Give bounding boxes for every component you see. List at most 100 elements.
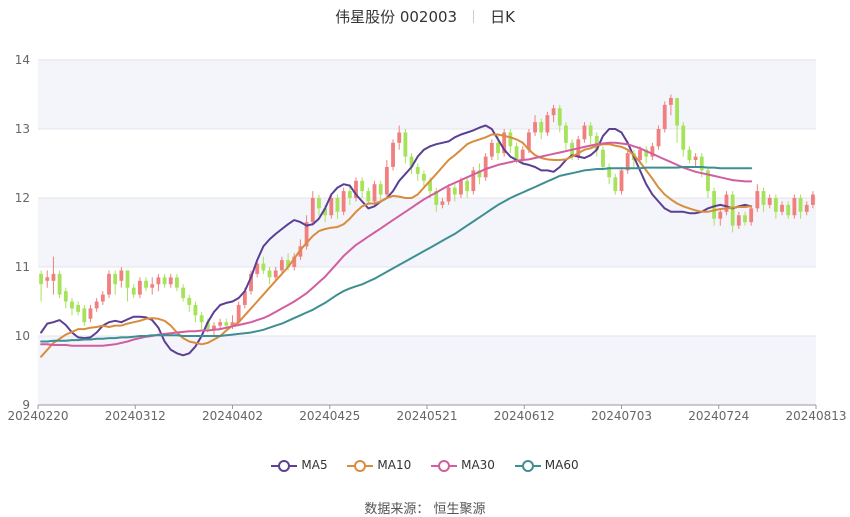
candle-body	[712, 191, 717, 219]
candle	[736, 211, 741, 230]
candle	[471, 166, 476, 195]
candle	[687, 146, 692, 164]
candle-body	[193, 304, 198, 316]
candle-body	[718, 211, 723, 219]
candle	[175, 273, 179, 292]
candle	[57, 270, 62, 299]
legend-item-ma5[interactable]: MA5	[271, 458, 328, 473]
candle-body	[551, 108, 556, 116]
candle	[39, 270, 44, 302]
legend-swatch-icon	[347, 459, 374, 473]
candle	[279, 256, 284, 274]
chart-legend: MA5 MA10 MA30 MA60	[0, 458, 850, 473]
candle	[755, 184, 760, 212]
candle-body	[564, 125, 568, 143]
candle-body	[434, 191, 439, 205]
candle-body	[162, 277, 167, 285]
candle-body	[730, 194, 735, 226]
candle-body	[533, 122, 537, 133]
candle-body	[354, 180, 358, 198]
candle	[798, 194, 803, 219]
candle-body	[323, 208, 328, 216]
plot-band	[38, 336, 816, 405]
period-tab-daily-k[interactable]: 日K	[490, 8, 515, 26]
candle	[582, 122, 587, 143]
candle	[88, 304, 93, 323]
candle-body	[489, 142, 494, 157]
legend-item-ma30[interactable]: MA30	[431, 458, 495, 473]
candle-body	[440, 201, 445, 205]
x-tick-label: 20240813	[785, 409, 846, 423]
candle-body	[267, 270, 272, 278]
candle	[557, 104, 562, 133]
candle-body	[520, 149, 525, 161]
candle-body	[304, 222, 309, 247]
candle	[588, 122, 593, 147]
candle-body	[619, 170, 624, 192]
candle	[607, 163, 612, 185]
y-tick-label: 10	[15, 329, 30, 343]
candle	[347, 184, 352, 205]
ma-line-ma10	[40, 133, 753, 358]
candle	[465, 177, 470, 198]
candle-body	[218, 322, 223, 326]
candle-body	[767, 198, 772, 205]
candle-body	[446, 187, 451, 202]
candle	[63, 287, 68, 309]
candle	[329, 194, 334, 219]
legend-swatch-icon	[431, 459, 458, 473]
candle-body	[465, 180, 470, 192]
candle	[539, 118, 544, 140]
candle	[341, 187, 346, 216]
candle-body	[471, 170, 476, 192]
candle	[107, 270, 111, 299]
candle-body	[594, 135, 599, 150]
candle	[743, 211, 747, 226]
y-tick-label: 13	[15, 122, 30, 136]
candle-body	[724, 194, 729, 212]
candle-body	[347, 191, 352, 198]
candle	[489, 139, 494, 161]
candle-body	[261, 263, 266, 271]
candle	[761, 187, 766, 212]
candle	[45, 270, 50, 288]
candle-body	[792, 198, 797, 216]
candle	[403, 129, 408, 164]
candle	[773, 194, 778, 219]
plot-band	[38, 198, 816, 267]
candle	[144, 277, 148, 292]
legend-item-ma60[interactable]: MA60	[514, 458, 579, 473]
candle	[625, 149, 630, 174]
candle-body	[539, 122, 544, 133]
plot-band	[38, 60, 816, 129]
candle	[150, 277, 155, 295]
candle-body	[502, 132, 507, 154]
candle	[187, 294, 192, 312]
ma-line-ma60	[40, 166, 753, 343]
candle	[786, 201, 791, 219]
candle-body	[212, 325, 216, 330]
candle	[619, 166, 624, 195]
candle	[730, 191, 735, 233]
candle-body	[384, 166, 389, 195]
candle-body	[588, 125, 593, 136]
candle-body	[749, 208, 754, 223]
candle	[545, 111, 550, 136]
candle	[421, 170, 426, 188]
candle	[125, 270, 130, 302]
candle	[644, 146, 649, 164]
candle-body	[156, 277, 161, 285]
candle-body	[403, 132, 408, 157]
x-tick-label: 20240521	[396, 409, 457, 423]
candle-body	[51, 273, 56, 281]
candle-body	[372, 184, 377, 202]
candle	[218, 318, 223, 330]
candle	[384, 160, 389, 198]
legend-item-ma10[interactable]: MA10	[347, 458, 411, 473]
y-tick-label: 14	[15, 53, 30, 67]
candle-body	[273, 270, 278, 278]
candle-body	[317, 198, 321, 209]
candle-body	[656, 129, 661, 147]
candle-body	[57, 273, 62, 295]
